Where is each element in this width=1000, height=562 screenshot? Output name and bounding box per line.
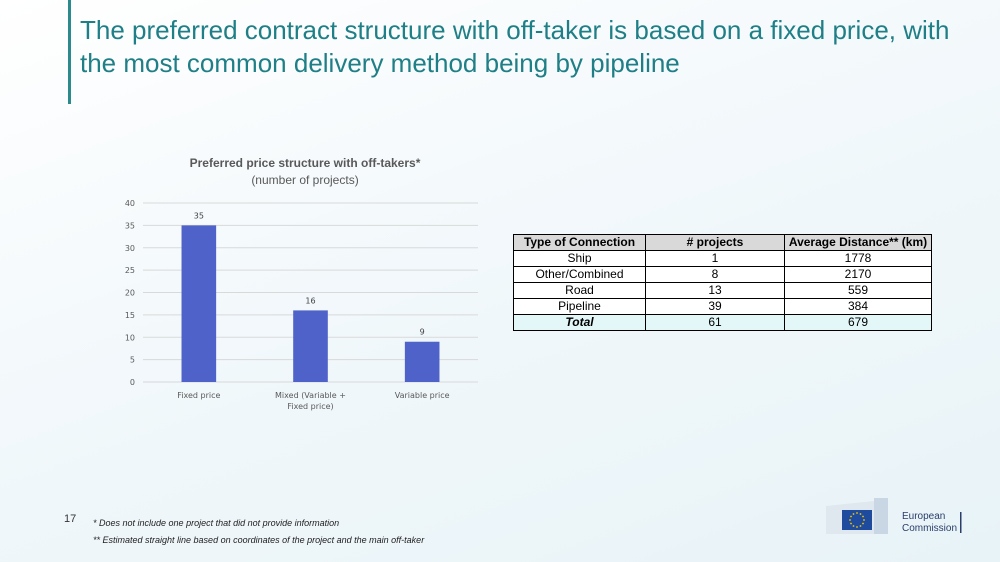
- logo-line-1: European: [902, 511, 946, 522]
- table-cell: 1778: [784, 250, 932, 267]
- connection-table: Type of Connection # projects Average Di…: [513, 234, 932, 331]
- data-label: 9: [420, 328, 425, 337]
- table-total-row: Total 61 679: [513, 314, 932, 331]
- bar-chart: 0 5 10 15 20 25 30 35 40 35 16 9 Fixed price Mixed (V…: [125, 199, 478, 411]
- y-tick-label: 0: [130, 378, 135, 387]
- bar: [404, 341, 440, 382]
- footnote-2: ** Estimated straight line based on coor…: [93, 535, 425, 545]
- y-tick-label: 15: [125, 311, 135, 320]
- total-projects: 61: [645, 314, 785, 331]
- bar: [293, 310, 328, 382]
- y-tick-label: 35: [125, 221, 135, 230]
- header-type-of-connection: Type of Connection: [513, 234, 646, 251]
- table-header-row: Type of Connection # projects Average Di…: [513, 234, 932, 251]
- table-cell: Ship: [513, 250, 646, 267]
- y-tick-label: 25: [125, 266, 135, 275]
- data-label: 35: [194, 211, 204, 220]
- chart-title: Preferred price structure with off-taker…: [189, 156, 421, 170]
- european-commission-logo: [826, 498, 962, 534]
- x-tick-label: Mixed (Variable + Fixed price): [275, 391, 346, 411]
- y-tick-label: 40: [125, 199, 135, 208]
- bar: [181, 225, 217, 382]
- table-cell: 8: [645, 266, 785, 283]
- table-cell: 1: [645, 250, 785, 267]
- chart-header: Preferred price structure with off-taker…: [140, 156, 470, 187]
- table-cell: 2170: [784, 266, 932, 283]
- y-tick-label: 20: [125, 289, 135, 298]
- y-tick-label: 10: [125, 333, 135, 342]
- footnote-1: * Does not include one project that did …: [93, 518, 340, 528]
- data-label: 16: [305, 296, 315, 305]
- y-tick-label: 30: [125, 244, 135, 253]
- logo-line-2: Commission: [902, 523, 958, 534]
- page-number: 17: [64, 513, 77, 525]
- table-cell: Road: [513, 282, 646, 299]
- table-cell: 39: [645, 298, 785, 315]
- table-cell: Other/Combined: [513, 266, 646, 283]
- total-distance: 679: [784, 314, 932, 331]
- table-row: Ship 1 1778: [513, 250, 932, 267]
- table-cell: 13: [645, 282, 785, 299]
- logo-text: European Commission: [902, 511, 957, 535]
- x-tick-label: Fixed price: [177, 391, 220, 400]
- table-cell: 559: [784, 282, 932, 299]
- table-row: Pipeline 39 384: [513, 298, 932, 315]
- header-projects: # projects: [645, 234, 785, 251]
- title-accent-bar: [68, 0, 71, 104]
- table-row: Other/Combined 8 2170: [513, 266, 932, 283]
- header-average-distance: Average Distance** (km): [784, 234, 932, 251]
- chart-subtitle: (number of projects): [251, 173, 359, 187]
- table-cell: 384: [784, 298, 932, 315]
- table-cell: Pipeline: [513, 298, 646, 315]
- y-tick-label: 5: [130, 356, 135, 365]
- x-tick-label: Variable price: [395, 391, 450, 400]
- table-row: Road 13 559: [513, 282, 932, 299]
- slide-title: The preferred contract structure with of…: [80, 15, 950, 78]
- total-label: Total: [513, 314, 646, 331]
